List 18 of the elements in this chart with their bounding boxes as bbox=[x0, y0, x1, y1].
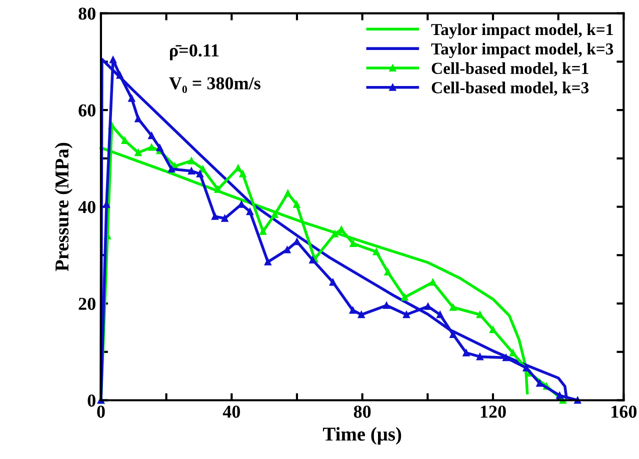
y-tick-label: 20 bbox=[78, 298, 96, 310]
annotation: V₀ = 380m/s bbox=[169, 77, 260, 93]
legend-label: Taylor impact model, k=1 bbox=[431, 23, 613, 39]
legend-label: Cell-based model, k=1 bbox=[432, 62, 588, 76]
y-tick-label: 40 bbox=[78, 201, 96, 214]
x-tick-label: 160 bbox=[612, 406, 637, 418]
y-tick-label: 60 bbox=[78, 104, 96, 116]
y-tick-label: 0 bbox=[88, 394, 96, 407]
annotation: ρ̄=0.11 bbox=[170, 44, 219, 60]
legend-label: Cell-based model, k=3 bbox=[432, 82, 589, 96]
x-axis-title: Time (μs) bbox=[322, 427, 402, 445]
x-tick-label: 40 bbox=[222, 406, 240, 418]
y-tick-label: 80 bbox=[78, 8, 96, 20]
x-tick-label: 120 bbox=[480, 406, 506, 418]
y-axis-title: Pressure (MPa) bbox=[54, 142, 72, 272]
x-tick-label: 80 bbox=[354, 406, 371, 418]
x-tick-label: 0 bbox=[97, 406, 105, 418]
legend-label: Taylor impact model, k=3 bbox=[431, 42, 614, 58]
